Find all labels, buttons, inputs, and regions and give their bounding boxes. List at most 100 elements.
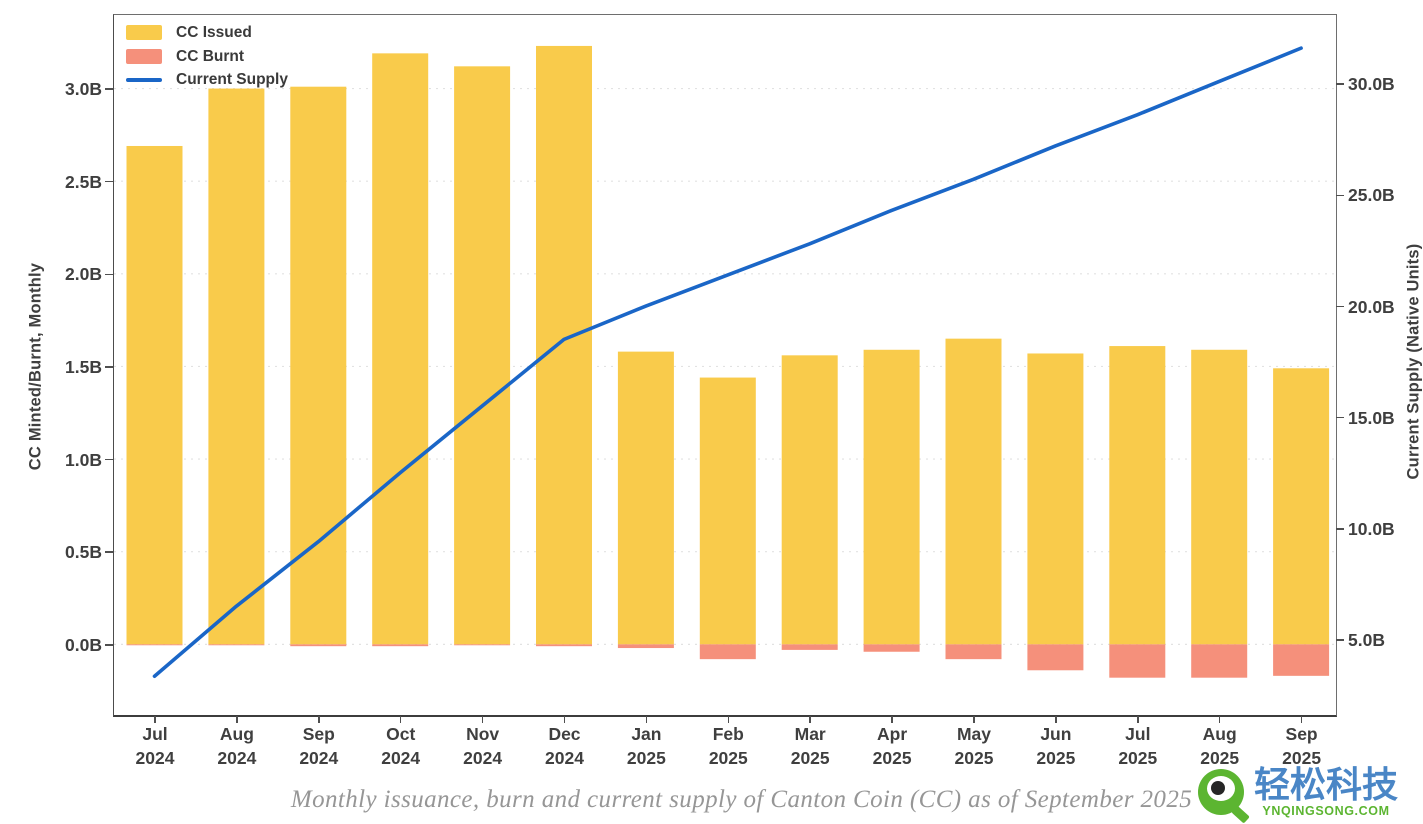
x-tick-mark [646,716,648,723]
logo-pupil [1211,781,1225,795]
x-tick-mark [564,716,566,723]
bar-cc-issued [536,46,592,644]
y-tick-label-left: 0.0B [40,635,102,656]
x-tick-mark [1219,716,1221,723]
legend: CC Issued CC Burnt Current Supply [126,25,288,88]
y-tick-label-left: 3.0B [40,79,102,100]
x-tick-mark [1301,716,1303,723]
y-tick-mark-left [105,551,113,553]
y-tick-mark-left [105,181,113,183]
bar-cc-burnt [536,644,592,646]
x-tick-month: Dec [520,723,610,747]
y-tick-mark-left [105,459,113,461]
x-tick-month: Jul [110,723,200,747]
bar-cc-burnt [946,644,1002,659]
bar-cc-issued [864,350,920,645]
x-tick-month: May [929,723,1019,747]
legend-label: CC Issued [176,25,252,41]
y-tick-mark-right [1336,306,1344,308]
x-tick-mark [400,716,402,723]
legend-item: CC Issued [126,25,288,41]
bar-cc-issued [208,89,264,645]
bar-cc-issued [946,339,1002,645]
x-tick-year: 2024 [438,747,528,771]
x-tick-year: 2024 [520,747,610,771]
y-tick-label-right: 30.0B [1348,74,1418,95]
bar-cc-issued [1191,350,1247,645]
y-tick-label-left: 1.5B [40,357,102,378]
x-tick-mark [973,716,975,723]
y-tick-label-right: 10.0B [1348,519,1418,540]
bar-cc-burnt [1273,644,1329,675]
x-tick-year: 2025 [929,747,1019,771]
y-tick-mark-right [1336,639,1344,641]
legend-label: Current Supply [176,72,288,88]
bar-cc-issued [1273,368,1329,644]
x-tick-month: Feb [683,723,773,747]
plot-canvas [114,15,1335,714]
x-tick-year: 2025 [601,747,691,771]
bar-cc-burnt [1109,644,1165,677]
x-tick-mark [1055,716,1057,723]
x-tick-month: Jul [1093,723,1183,747]
x-tick-year: 2025 [1011,747,1101,771]
watermark: 轻松科技 YNQINGSONG.COM [1196,766,1398,819]
logo-tail [1231,805,1250,823]
y-tick-label-left: 1.0B [40,450,102,471]
y-tick-mark-left [105,366,113,368]
bar-cc-issued [372,53,428,644]
x-tick-year: 2025 [765,747,855,771]
x-tick-month: Mar [765,723,855,747]
watermark-brand-text: 轻松科技 [1254,766,1398,804]
x-tick-month: Aug [1175,723,1265,747]
y-tick-label-right: 5.0B [1348,630,1418,651]
bar-cc-burnt [290,644,346,646]
y-tick-label-right: 25.0B [1348,185,1418,206]
y-tick-label-left: 0.5B [40,542,102,563]
bar-cc-issued [782,355,838,644]
bar-cc-burnt [1027,644,1083,670]
y-tick-mark-right [1336,83,1344,85]
x-tick-mark [236,716,238,723]
bar-cc-burnt [454,644,510,645]
x-tick-year: 2024 [274,747,364,771]
bar-cc-issued [700,378,756,645]
bar-cc-issued [290,87,346,645]
x-tick-month: Sep [274,723,364,747]
x-tick-mark [318,716,320,723]
y-tick-mark-right [1336,417,1344,419]
x-tick-mark [154,716,156,723]
plot-area: CC Issued CC Burnt Current Supply [113,14,1337,717]
x-tick-month: Apr [847,723,937,747]
bar-cc-burnt [618,644,674,648]
bar-cc-burnt [864,644,920,651]
x-tick-year: 2025 [1093,747,1183,771]
watermark-text: 轻松科技 YNQINGSONG.COM [1254,766,1398,818]
y-tick-mark-right [1336,528,1344,530]
bar-cc-burnt [208,644,264,645]
legend-line-swatch [126,78,162,82]
x-tick-mark [482,716,484,723]
x-tick-year: 2025 [847,747,937,771]
x-tick-month: Jun [1011,723,1101,747]
x-tick-year: 2025 [683,747,773,771]
y-tick-mark-left [105,274,113,276]
x-tick-year: 2024 [192,747,282,771]
x-tick-mark [809,716,811,723]
y-tick-label-right: 15.0B [1348,408,1418,429]
legend-color-swatch [126,25,162,40]
legend-item: CC Burnt [126,49,288,65]
